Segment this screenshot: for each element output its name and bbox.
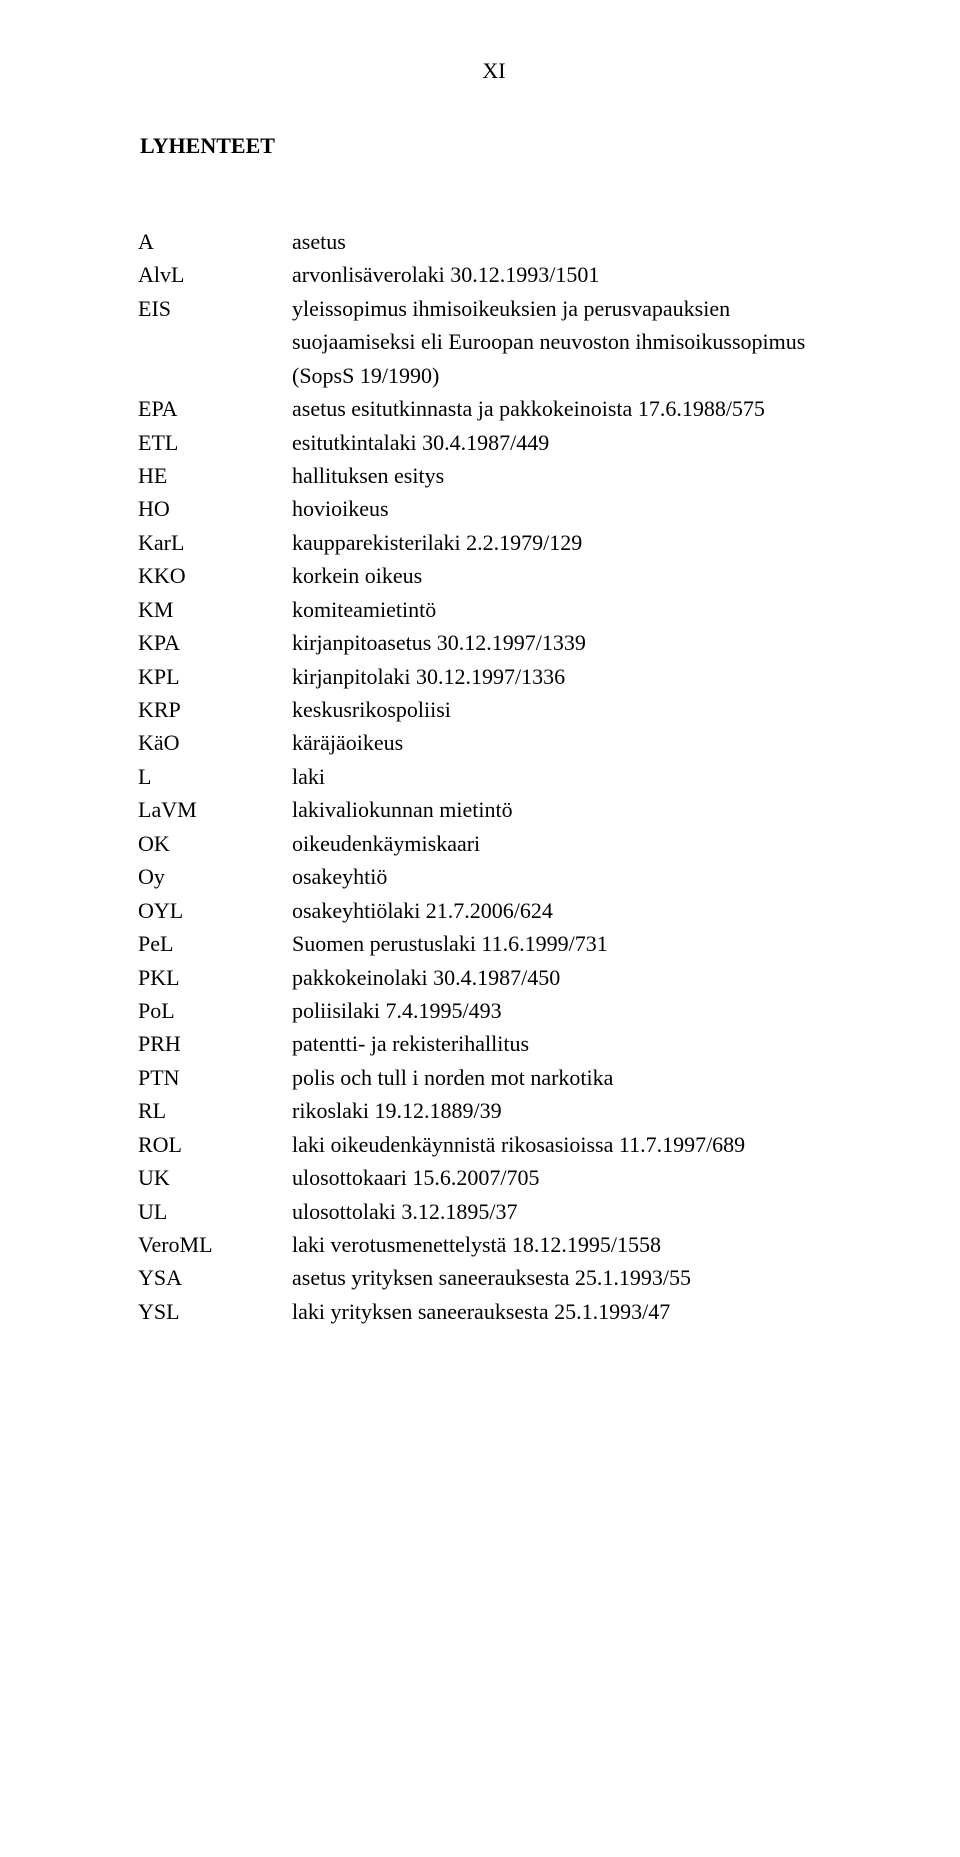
abbr-term: KarL <box>138 526 292 559</box>
abbr-term: KKO <box>138 559 292 592</box>
abbr-definition: pakkokeinolaki 30.4.1987/450 <box>292 961 850 994</box>
abbr-row: OYLosakeyhtiölaki 21.7.2006/624 <box>138 894 850 927</box>
abbr-row: RLrikoslaki 19.12.1889/39 <box>138 1094 850 1127</box>
abbr-definition: kirjanpitolaki 30.12.1997/1336 <box>292 660 850 693</box>
abbr-term: ROL <box>138 1128 292 1161</box>
abbr-definition: korkein oikeus <box>292 559 850 592</box>
abbr-definition: osakeyhtiö <box>292 860 850 893</box>
abbr-definition: laki oikeudenkäynnistä rikosasioissa 11.… <box>292 1128 850 1161</box>
abbr-term: KPA <box>138 626 292 659</box>
abbr-row: EISyleissopimus ihmisoikeuksien ja perus… <box>138 292 850 392</box>
abbr-term: ETL <box>138 426 292 459</box>
abbr-row: Llaki <box>138 760 850 793</box>
abbr-definition: keskusrikospoliisi <box>292 693 850 726</box>
abbr-term: OYL <box>138 894 292 927</box>
abbr-term: PKL <box>138 961 292 994</box>
abbr-term: AlvL <box>138 258 292 291</box>
abbr-definition: arvonlisäverolaki 30.12.1993/1501 <box>292 258 850 291</box>
abbr-row: ULulosottolaki 3.12.1895/37 <box>138 1195 850 1228</box>
abbr-term: EIS <box>138 292 292 325</box>
abbr-term: HO <box>138 492 292 525</box>
document-page: XI LYHENTEET AasetusAlvLarvonlisäverolak… <box>0 0 960 1857</box>
abbr-row: PoLpoliisilaki 7.4.1995/493 <box>138 994 850 1027</box>
abbr-row: PRHpatentti- ja rekisterihallitus <box>138 1027 850 1060</box>
abbr-term: Oy <box>138 860 292 893</box>
abbr-definition: rikoslaki 19.12.1889/39 <box>292 1094 850 1127</box>
abbr-row: YSLlaki yrityksen saneerauksesta 25.1.19… <box>138 1295 850 1328</box>
abbr-definition: yleissopimus ihmisoikeuksien ja perusvap… <box>292 292 850 392</box>
abbr-definition: laki yrityksen saneerauksesta 25.1.1993/… <box>292 1295 850 1328</box>
abbr-row: HEhallituksen esitys <box>138 459 850 492</box>
abbr-definition: laki <box>292 760 850 793</box>
abbr-definition: laki verotusmenettelystä 18.12.1995/1558 <box>292 1228 850 1261</box>
abbr-definition: käräjäoikeus <box>292 726 850 759</box>
abbr-definition: hallituksen esitys <box>292 459 850 492</box>
abbr-term: YSL <box>138 1295 292 1328</box>
abbr-row: KPAkirjanpitoasetus 30.12.1997/1339 <box>138 626 850 659</box>
abbr-definition: asetus yrityksen saneerauksesta 25.1.199… <box>292 1261 850 1294</box>
abbr-row: EPAasetus esitutkinnasta ja pakkokeinois… <box>138 392 850 425</box>
abbr-term: PRH <box>138 1027 292 1060</box>
abbr-definition: patentti- ja rekisterihallitus <box>292 1027 850 1060</box>
abbr-definition: ulosottokaari 15.6.2007/705 <box>292 1161 850 1194</box>
abbr-definition: ulosottolaki 3.12.1895/37 <box>292 1195 850 1228</box>
abbr-definition: lakivaliokunnan mietintö <box>292 793 850 826</box>
abbr-term: L <box>138 760 292 793</box>
abbr-definition: hovioikeus <box>292 492 850 525</box>
abbr-definition: Suomen perustuslaki 11.6.1999/731 <box>292 927 850 960</box>
abbr-row: PTNpolis och tull i norden mot narkotika <box>138 1061 850 1094</box>
abbr-definition: osakeyhtiölaki 21.7.2006/624 <box>292 894 850 927</box>
abbr-definition: esitutkintalaki 30.4.1987/449 <box>292 426 850 459</box>
abbr-row: KarLkaupparekisterilaki 2.2.1979/129 <box>138 526 850 559</box>
abbr-row: ROLlaki oikeudenkäynnistä rikosasioissa … <box>138 1128 850 1161</box>
abbr-row: Oyosakeyhtiö <box>138 860 850 893</box>
abbr-term: UK <box>138 1161 292 1194</box>
abbr-term: UL <box>138 1195 292 1228</box>
abbr-term: EPA <box>138 392 292 425</box>
abbr-term: KM <box>138 593 292 626</box>
abbr-term: PoL <box>138 994 292 1027</box>
abbr-term: RL <box>138 1094 292 1127</box>
abbr-term: PTN <box>138 1061 292 1094</box>
abbr-term: KPL <box>138 660 292 693</box>
abbr-definition: komiteamietintö <box>292 593 850 626</box>
abbr-row: AlvLarvonlisäverolaki 30.12.1993/1501 <box>138 258 850 291</box>
document-title: LYHENTEET <box>140 129 850 162</box>
abbr-row: PKLpakkokeinolaki 30.4.1987/450 <box>138 961 850 994</box>
abbreviation-list: AasetusAlvLarvonlisäverolaki 30.12.1993/… <box>138 225 850 1328</box>
abbr-term: YSA <box>138 1261 292 1294</box>
abbr-definition: poliisilaki 7.4.1995/493 <box>292 994 850 1027</box>
page-number: XI <box>138 54 850 87</box>
abbr-definition: asetus <box>292 225 850 258</box>
abbr-definition: kaupparekisterilaki 2.2.1979/129 <box>292 526 850 559</box>
abbr-term: PeL <box>138 927 292 960</box>
abbr-definition: kirjanpitoasetus 30.12.1997/1339 <box>292 626 850 659</box>
abbr-row: KRPkeskusrikospoliisi <box>138 693 850 726</box>
abbr-row: KäOkäräjäoikeus <box>138 726 850 759</box>
abbr-definition: polis och tull i norden mot narkotika <box>292 1061 850 1094</box>
abbr-term: HE <box>138 459 292 492</box>
abbr-term: KRP <box>138 693 292 726</box>
abbr-row: KMkomiteamietintö <box>138 593 850 626</box>
abbr-term: LaVM <box>138 793 292 826</box>
abbr-definition: oikeudenkäymiskaari <box>292 827 850 860</box>
abbr-row: PeLSuomen perustuslaki 11.6.1999/731 <box>138 927 850 960</box>
abbr-row: KPLkirjanpitolaki 30.12.1997/1336 <box>138 660 850 693</box>
abbr-term: VeroML <box>138 1228 292 1261</box>
abbr-row: HOhovioikeus <box>138 492 850 525</box>
abbr-term: A <box>138 225 292 258</box>
abbr-term: OK <box>138 827 292 860</box>
abbr-row: KKOkorkein oikeus <box>138 559 850 592</box>
abbr-definition: asetus esitutkinnasta ja pakkokeinoista … <box>292 392 850 425</box>
abbr-row: ETLesitutkintalaki 30.4.1987/449 <box>138 426 850 459</box>
abbr-row: LaVMlakivaliokunnan mietintö <box>138 793 850 826</box>
abbr-row: Aasetus <box>138 225 850 258</box>
abbr-row: YSAasetus yrityksen saneerauksesta 25.1.… <box>138 1261 850 1294</box>
abbr-row: VeroMLlaki verotusmenettelystä 18.12.199… <box>138 1228 850 1261</box>
abbr-row: OKoikeudenkäymiskaari <box>138 827 850 860</box>
abbr-term: KäO <box>138 726 292 759</box>
abbr-row: UKulosottokaari 15.6.2007/705 <box>138 1161 850 1194</box>
